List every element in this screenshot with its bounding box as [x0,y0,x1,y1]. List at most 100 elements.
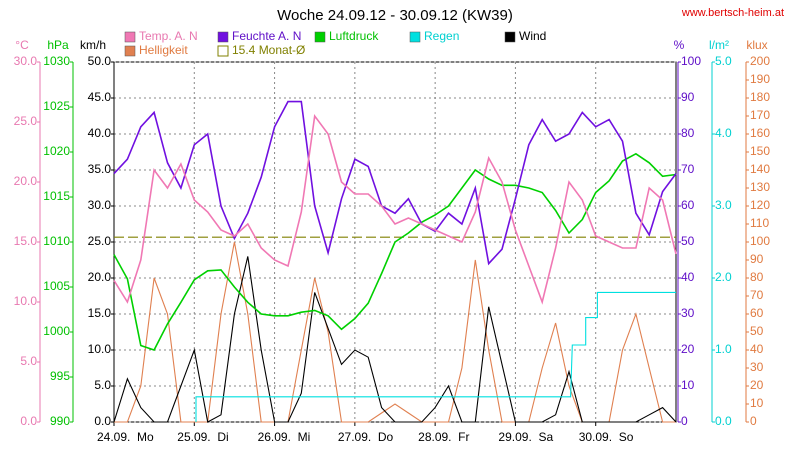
y-tick-label: 20 [750,378,764,392]
y-tick-label: 20 [681,342,695,356]
y-tick-label: 60 [750,306,764,320]
source: www.bertsch-heim.at [681,7,784,19]
x-tick-label: 28.09. Fr [418,430,469,444]
y-tick-label: 70 [750,288,764,302]
y-tick-label: 140 [750,162,770,176]
y-tick-label: 10.0 [14,294,38,308]
legend-label: Luftdruck [329,29,379,43]
legend-label: Regen [424,29,459,43]
axis-unit: l/m² [709,38,729,52]
y-tick-label: 30 [681,306,695,320]
y-tick-label: 0 [681,414,688,428]
y-tick-label: 0.0 [94,414,111,428]
y-tick-label: 25.0 [14,114,38,128]
y-tick-label: 20.0 [14,174,38,188]
y-tick-label: 5.0 [94,378,111,392]
y-tick-label: 90 [681,90,695,104]
legend-label: 15.4 Monat-Ø [232,43,305,57]
y-tick-label: 1020 [43,144,70,158]
y-tick-label: 1000 [43,324,70,338]
y-tick-label: 150 [750,144,770,158]
y-tick-label: 45.0 [88,90,112,104]
y-tick-label: 180 [750,90,770,104]
y-tick-label: 5.0 [715,54,732,68]
y-tick-label: 50 [750,324,764,338]
chart-title: Woche 24.09.12 - 30.09.12 (KW39) [277,7,513,24]
legend-label: Temp. A. N [139,29,198,43]
y-tick-label: 15.0 [14,234,38,248]
y-tick-label: 170 [750,108,770,122]
y-tick-label: 100 [681,54,701,68]
legend-swatch [124,45,136,57]
y-tick-label: 15.0 [88,306,112,320]
series-line [113,256,677,423]
y-tick-label: 50.0 [88,54,112,68]
y-tick-label: 3.0 [715,198,732,212]
series-line [195,291,676,422]
y-tick-label: 40 [750,342,764,356]
legend-label: Wind [519,29,546,43]
y-tick-label: 1015 [43,189,70,203]
y-tick-label: 10 [750,396,764,410]
y-tick-label: 995 [50,369,70,383]
y-tick-label: 50 [681,234,695,248]
y-tick-label: 160 [750,126,770,140]
x-tick-label: 27.09. Do [338,430,394,444]
y-tick-label: 0.0 [20,414,37,428]
y-tick-label: 0.0 [715,414,732,428]
y-tick-label: 1025 [43,99,70,113]
y-tick-label: 1010 [43,234,70,248]
x-tick-label: 30.09. So [579,430,634,444]
y-tick-label: 200 [750,54,770,68]
y-tick-label: 1.0 [715,342,732,356]
y-tick-label: 30 [750,360,764,374]
y-tick-label: 80 [681,126,695,140]
y-tick-label: 10.0 [88,342,112,356]
x-tick-label: 25.09. Di [177,430,228,444]
y-tick-label: 5.0 [20,354,37,368]
x-tick-label: 24.09. Mo [97,430,154,444]
legend-label: Feuchte A. N [232,29,301,43]
y-tick-label: 60 [681,198,695,212]
y-tick-label: 30.0 [14,54,38,68]
y-tick-label: 190 [750,72,770,86]
y-tick-label: 110 [750,216,769,230]
y-tick-label: 4.0 [715,126,732,140]
y-tick-label: 80 [750,270,764,284]
series-line [113,152,677,351]
legend-swatch [217,31,229,43]
legend-swatch [217,45,229,57]
y-tick-label: 40.0 [88,126,112,140]
y-tick-label: 10 [681,378,695,392]
y-tick-label: 130 [750,180,770,194]
axis-unit: hPa [47,38,69,52]
y-tick-label: 2.0 [715,270,732,284]
y-tick-label: 20.0 [88,270,112,284]
y-tick-label: 35.0 [88,162,112,176]
legend-swatch [124,31,136,43]
x-tick-label: 26.09. Mi [258,430,311,444]
series-line [113,113,677,305]
axis-unit: klux [746,38,767,52]
y-tick-label: 1030 [43,54,70,68]
legend-label: Helligkeit [139,43,188,57]
x-tick-label: 29.09. Sa [498,430,553,444]
y-tick-label: 40 [681,270,695,284]
series-line [114,241,676,423]
y-tick-label: 120 [750,198,770,212]
y-tick-label: 70 [681,162,695,176]
y-tick-label: 990 [50,414,70,428]
legend-swatch [504,31,516,43]
legend-swatch [314,31,326,43]
axis-unit: °C [15,38,29,52]
y-tick-label: 90 [750,252,764,266]
y-tick-label: 1005 [43,279,70,293]
legend-swatch [409,31,421,43]
y-tick-label: 0 [750,414,757,428]
axis-unit: % [674,38,685,52]
series-line [113,100,677,266]
y-tick-label: 25.0 [88,234,112,248]
y-tick-label: 100 [750,234,770,248]
y-tick-label: 30.0 [88,198,112,212]
